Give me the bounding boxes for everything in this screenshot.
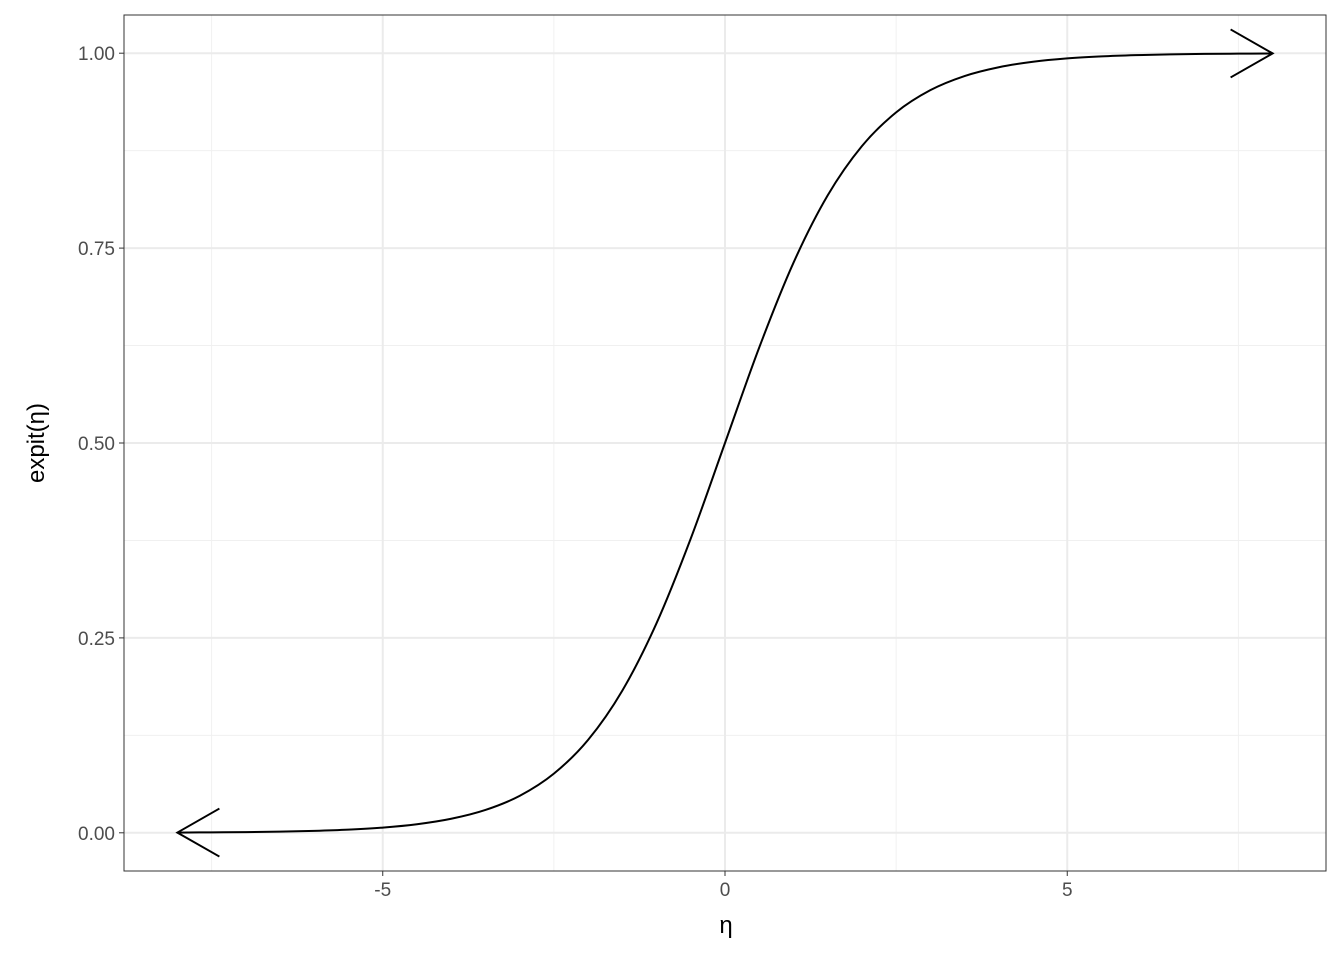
y-axis-label: expit(η): [23, 403, 50, 483]
x-tick-label: -5: [374, 880, 391, 901]
arrowhead-left: [175, 807, 220, 858]
y-tick-label: 0.00: [78, 824, 115, 845]
x-axis-label: η: [719, 912, 732, 939]
y-tick-label: 0.25: [78, 629, 115, 650]
y-tick-label: 0.75: [78, 239, 115, 260]
x-tick-label: 5: [1062, 880, 1073, 901]
x-tick-label: 0: [720, 880, 731, 901]
y-tick-label: 1.00: [78, 44, 115, 65]
expit-curve: [177, 52, 1273, 834]
y-tick-label: 0.50: [78, 434, 115, 455]
axis-ticks: -5 0 5 0.00 0.25 0.50 0.75 1.00: [78, 44, 1073, 901]
arrowhead-right: [1230, 28, 1275, 79]
